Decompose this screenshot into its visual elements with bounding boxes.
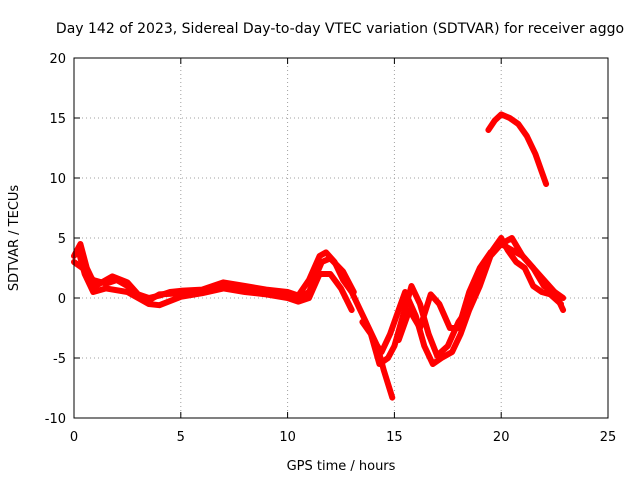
series-trace-1: [71, 241, 396, 401]
grid: [74, 58, 608, 418]
data-series: [71, 111, 567, 401]
y-tick-label: -5: [53, 352, 66, 367]
x-tick-label: 25: [600, 430, 617, 445]
chart-title: Day 142 of 2023, Sidereal Day-to-day VTE…: [56, 21, 624, 37]
series-trace-4: [359, 235, 564, 367]
x-tick-label: 20: [493, 430, 510, 445]
y-tick-label: 15: [49, 112, 66, 127]
x-axis-label: GPS time / hours: [287, 459, 396, 474]
y-tick-label: 5: [58, 232, 66, 247]
y-tick-label: 10: [49, 172, 66, 187]
axis-ticks: 0 5 10 15 20 25 -10 -5 0 5 10 15 20: [45, 52, 617, 445]
series-trace-6: [395, 241, 567, 343]
x-tick-label: 15: [386, 430, 403, 445]
y-tick-label: 20: [49, 52, 66, 67]
x-tick-label: 0: [70, 430, 78, 445]
y-tick-label: -10: [45, 412, 66, 427]
x-tick-label: 10: [279, 430, 296, 445]
y-tick-label: 0: [58, 292, 66, 307]
x-tick-label: 5: [177, 430, 185, 445]
y-axis-label: SDTVAR / TECUs: [7, 185, 22, 292]
series-trace-3: [75, 247, 355, 313]
series-trace-7: [485, 111, 550, 187]
